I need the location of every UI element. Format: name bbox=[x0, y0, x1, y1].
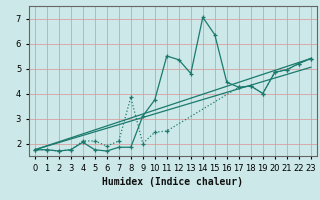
X-axis label: Humidex (Indice chaleur): Humidex (Indice chaleur) bbox=[102, 177, 243, 187]
